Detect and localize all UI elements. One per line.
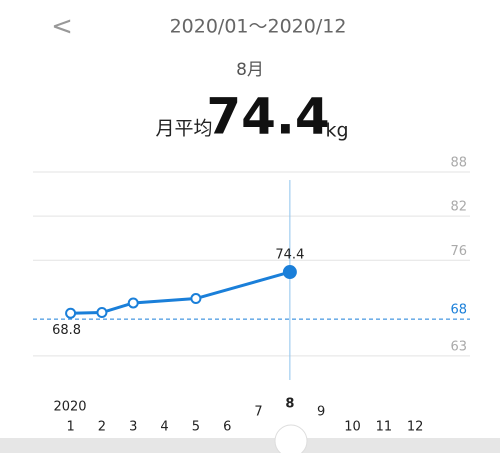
back-button[interactable]: < [51, 12, 73, 42]
target-label: 68 [450, 303, 467, 318]
scroll-knob[interactable] [274, 424, 308, 453]
x-tick-label: 8 [285, 397, 294, 412]
y-tick-label: 82 [450, 200, 467, 215]
value-label: 68.8 [52, 323, 81, 338]
y-tick-label: 76 [450, 244, 467, 259]
data-point [282, 265, 297, 280]
x-tick-label: 4 [160, 420, 168, 435]
x-tick-label: 7 [254, 405, 262, 420]
avg-label: 月平均 [155, 118, 212, 140]
x-tick-label: 1 [66, 420, 74, 435]
avg-unit: kg [325, 120, 348, 142]
data-point [190, 293, 202, 305]
x-tick-label: 9 [317, 405, 325, 420]
x-tick-label: 2 [98, 420, 106, 435]
month-label: 8月 [236, 60, 264, 80]
bottom-bar [0, 438, 500, 453]
data-line [70, 270, 291, 315]
value-label: 74.4 [275, 248, 304, 263]
data-point [127, 297, 139, 309]
x-tick-label: 12 [407, 420, 424, 435]
date-range[interactable]: 2020/01～2020/12 [170, 16, 347, 38]
y-tick-label: 88 [450, 156, 467, 171]
x-tick-label: 11 [376, 420, 393, 435]
x-tick-label: 10 [344, 420, 361, 435]
avg-value: 74.4 [206, 88, 329, 146]
x-tick-label: 3 [129, 420, 137, 435]
year-label: 2020 [53, 400, 86, 415]
y-tick-label: 63 [450, 339, 467, 354]
x-tick-label: 5 [192, 420, 200, 435]
x-tick-label: 6 [223, 420, 231, 435]
data-point [65, 307, 77, 319]
data-point [96, 307, 108, 319]
